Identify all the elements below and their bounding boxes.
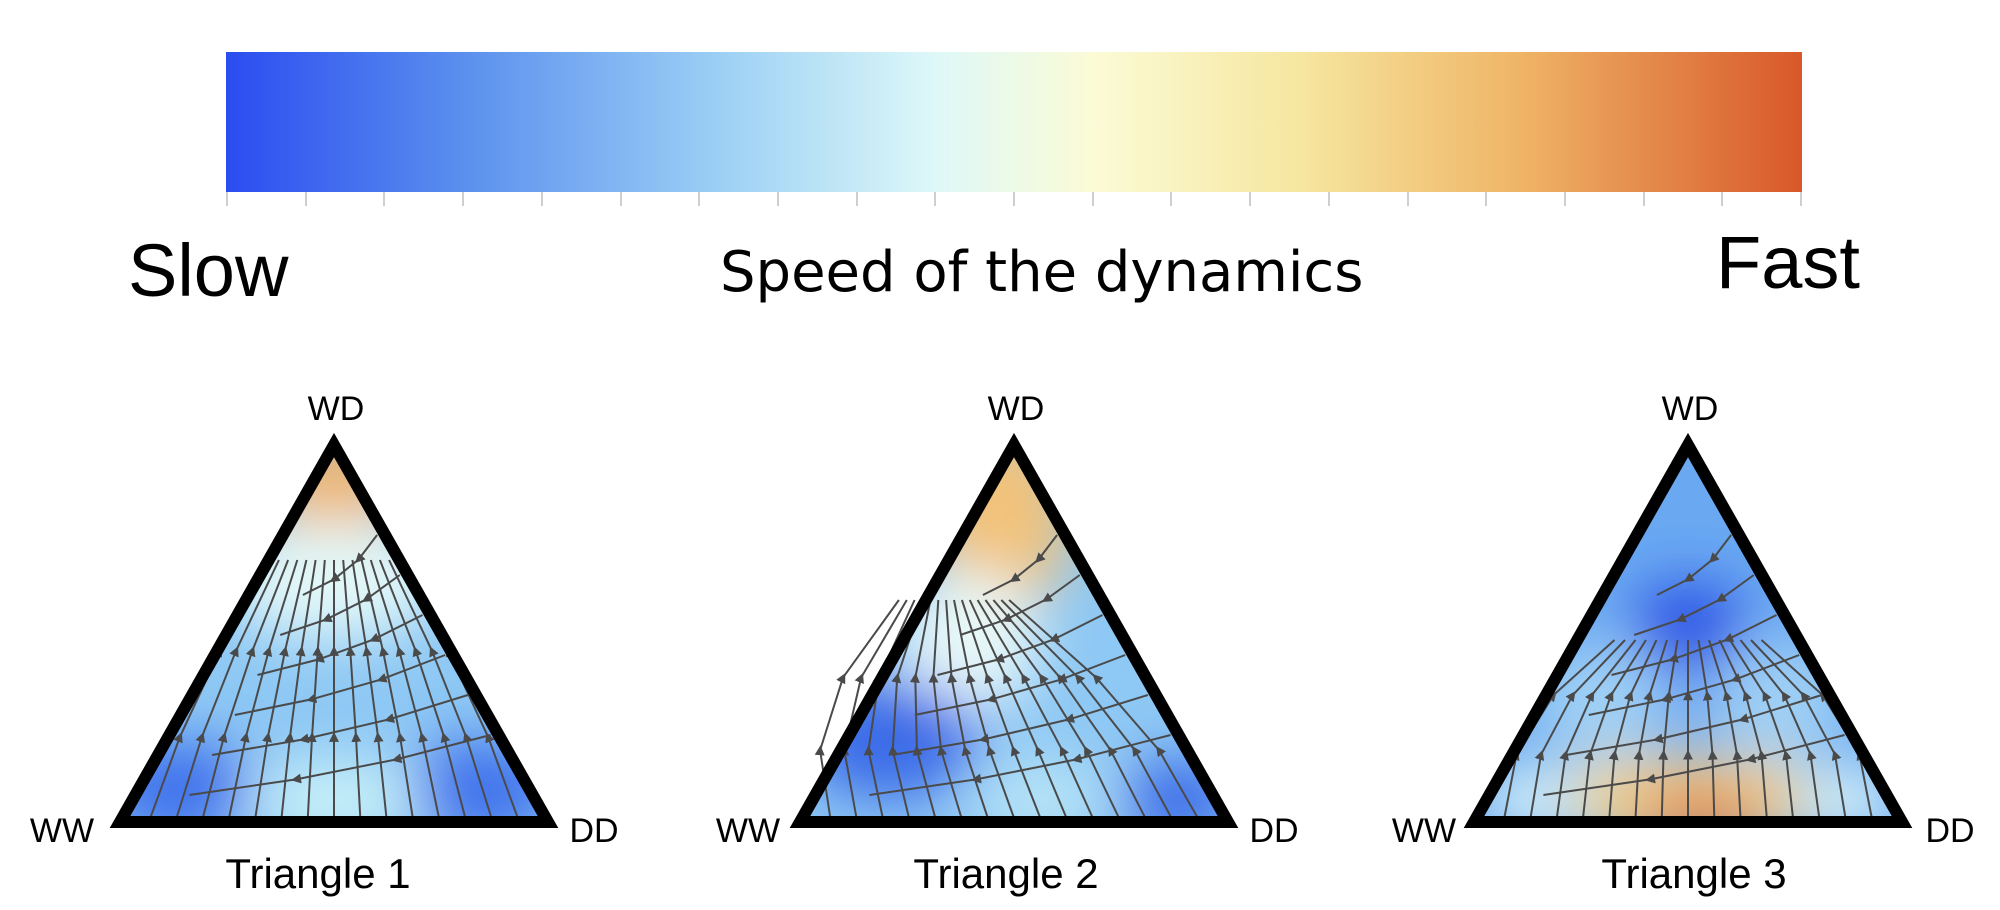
flow-line xyxy=(201,559,290,819)
triangle-2-top-vertex-label: WD xyxy=(988,390,1045,428)
colorbar-title: Speed of the dynamics xyxy=(720,240,1364,305)
colorbar-tick xyxy=(1327,192,1330,206)
flow-line xyxy=(863,599,916,819)
flow-line xyxy=(257,614,423,676)
flow-line xyxy=(928,599,963,819)
colorbar-tick xyxy=(1642,192,1645,206)
colorbar-tick xyxy=(619,192,622,206)
triangle-3-left-vertex-label: WW xyxy=(1392,812,1456,850)
flow-line xyxy=(869,734,1171,796)
colorbar-tick xyxy=(698,192,701,206)
flow-line xyxy=(228,559,299,819)
triangle-1-top-vertex-label: WD xyxy=(308,390,365,428)
flow-line xyxy=(1739,639,1821,819)
colorbar-tick xyxy=(934,192,937,206)
flow-line xyxy=(1565,694,1823,756)
triangle-2-flow-lines xyxy=(814,534,1199,819)
flow-line xyxy=(945,599,989,819)
triangle-3-top-vertex-label: WD xyxy=(1662,390,1719,428)
colorbar-tick xyxy=(855,192,858,206)
flow-line xyxy=(937,614,1103,676)
triangle-1-speed-field xyxy=(120,445,548,822)
flow-line xyxy=(1633,574,1755,636)
flow-line xyxy=(1611,614,1777,676)
flow-line xyxy=(254,559,308,819)
triangle-1-flow-lines xyxy=(149,534,519,819)
flow-line xyxy=(839,599,908,819)
triangle-2-border xyxy=(789,432,1239,828)
colorbar-tick xyxy=(1406,192,1409,206)
flow-line xyxy=(279,574,401,636)
colorbar-tick xyxy=(540,192,543,206)
triangle-2: WD WW DD Triangle 2 xyxy=(716,390,1299,897)
colorbar-tick xyxy=(462,192,465,206)
flow-line xyxy=(982,534,1058,596)
triangle-1: WD WW DD Triangle 1 xyxy=(30,390,619,897)
flow-line xyxy=(189,734,491,796)
colorbar-tick xyxy=(304,192,307,206)
colorbar-tick xyxy=(776,192,779,206)
flow-line xyxy=(1718,639,1768,819)
flow-line xyxy=(369,559,440,819)
colorbar-tick xyxy=(1091,192,1094,206)
colorbar-tick xyxy=(1563,192,1566,206)
colorbar-slow-label: Slow xyxy=(128,229,289,312)
colorbar-tick xyxy=(1170,192,1173,206)
colorbar-tick xyxy=(1013,192,1015,206)
flow-line xyxy=(302,534,378,596)
triangle-1-right-vertex-label: DD xyxy=(569,812,618,850)
flow-line xyxy=(1750,639,1847,819)
triangle-2-caption: Triangle 2 xyxy=(913,850,1098,897)
triangle-1-caption: Triangle 1 xyxy=(225,850,410,897)
flow-line xyxy=(959,574,1081,636)
colorbar-tick xyxy=(1721,192,1724,206)
flow-line xyxy=(891,694,1149,756)
flow-line xyxy=(1529,639,1626,819)
triangle-3-border xyxy=(1463,432,1913,828)
flow-line xyxy=(280,559,317,819)
triangle-3: WD WW DD Triangle 3 xyxy=(1392,390,1975,897)
flow-line xyxy=(1633,639,1668,819)
triangle-2-left-vertex-label: WW xyxy=(716,812,780,850)
flow-line xyxy=(1582,639,1647,819)
triangle-2-right-vertex-label: DD xyxy=(1249,812,1298,850)
colorbar-ticks xyxy=(226,192,1802,206)
colorbar-tick xyxy=(226,192,228,206)
colorbar-tick xyxy=(1800,192,1802,206)
flow-line xyxy=(234,654,446,716)
triangle-3-caption: Triangle 3 xyxy=(1601,850,1786,897)
flow-line xyxy=(1543,734,1845,796)
flow-line xyxy=(1656,534,1732,596)
triangle-1-left-vertex-label: WW xyxy=(30,812,94,850)
colorbar-tick xyxy=(1485,192,1488,206)
colorbar-fast-label: Fast xyxy=(1716,221,1860,304)
flow-line xyxy=(914,654,1126,716)
flow-line xyxy=(211,694,469,756)
flow-line xyxy=(1729,639,1794,819)
triangle-1-border xyxy=(109,432,559,828)
colorbar-tick xyxy=(1249,192,1252,206)
flow-line xyxy=(1588,654,1800,716)
colorbar-tick xyxy=(383,192,386,206)
triangle-3-right-vertex-label: DD xyxy=(1925,812,1974,850)
flow-line xyxy=(1555,639,1637,819)
speed-colorbar xyxy=(226,52,1802,192)
